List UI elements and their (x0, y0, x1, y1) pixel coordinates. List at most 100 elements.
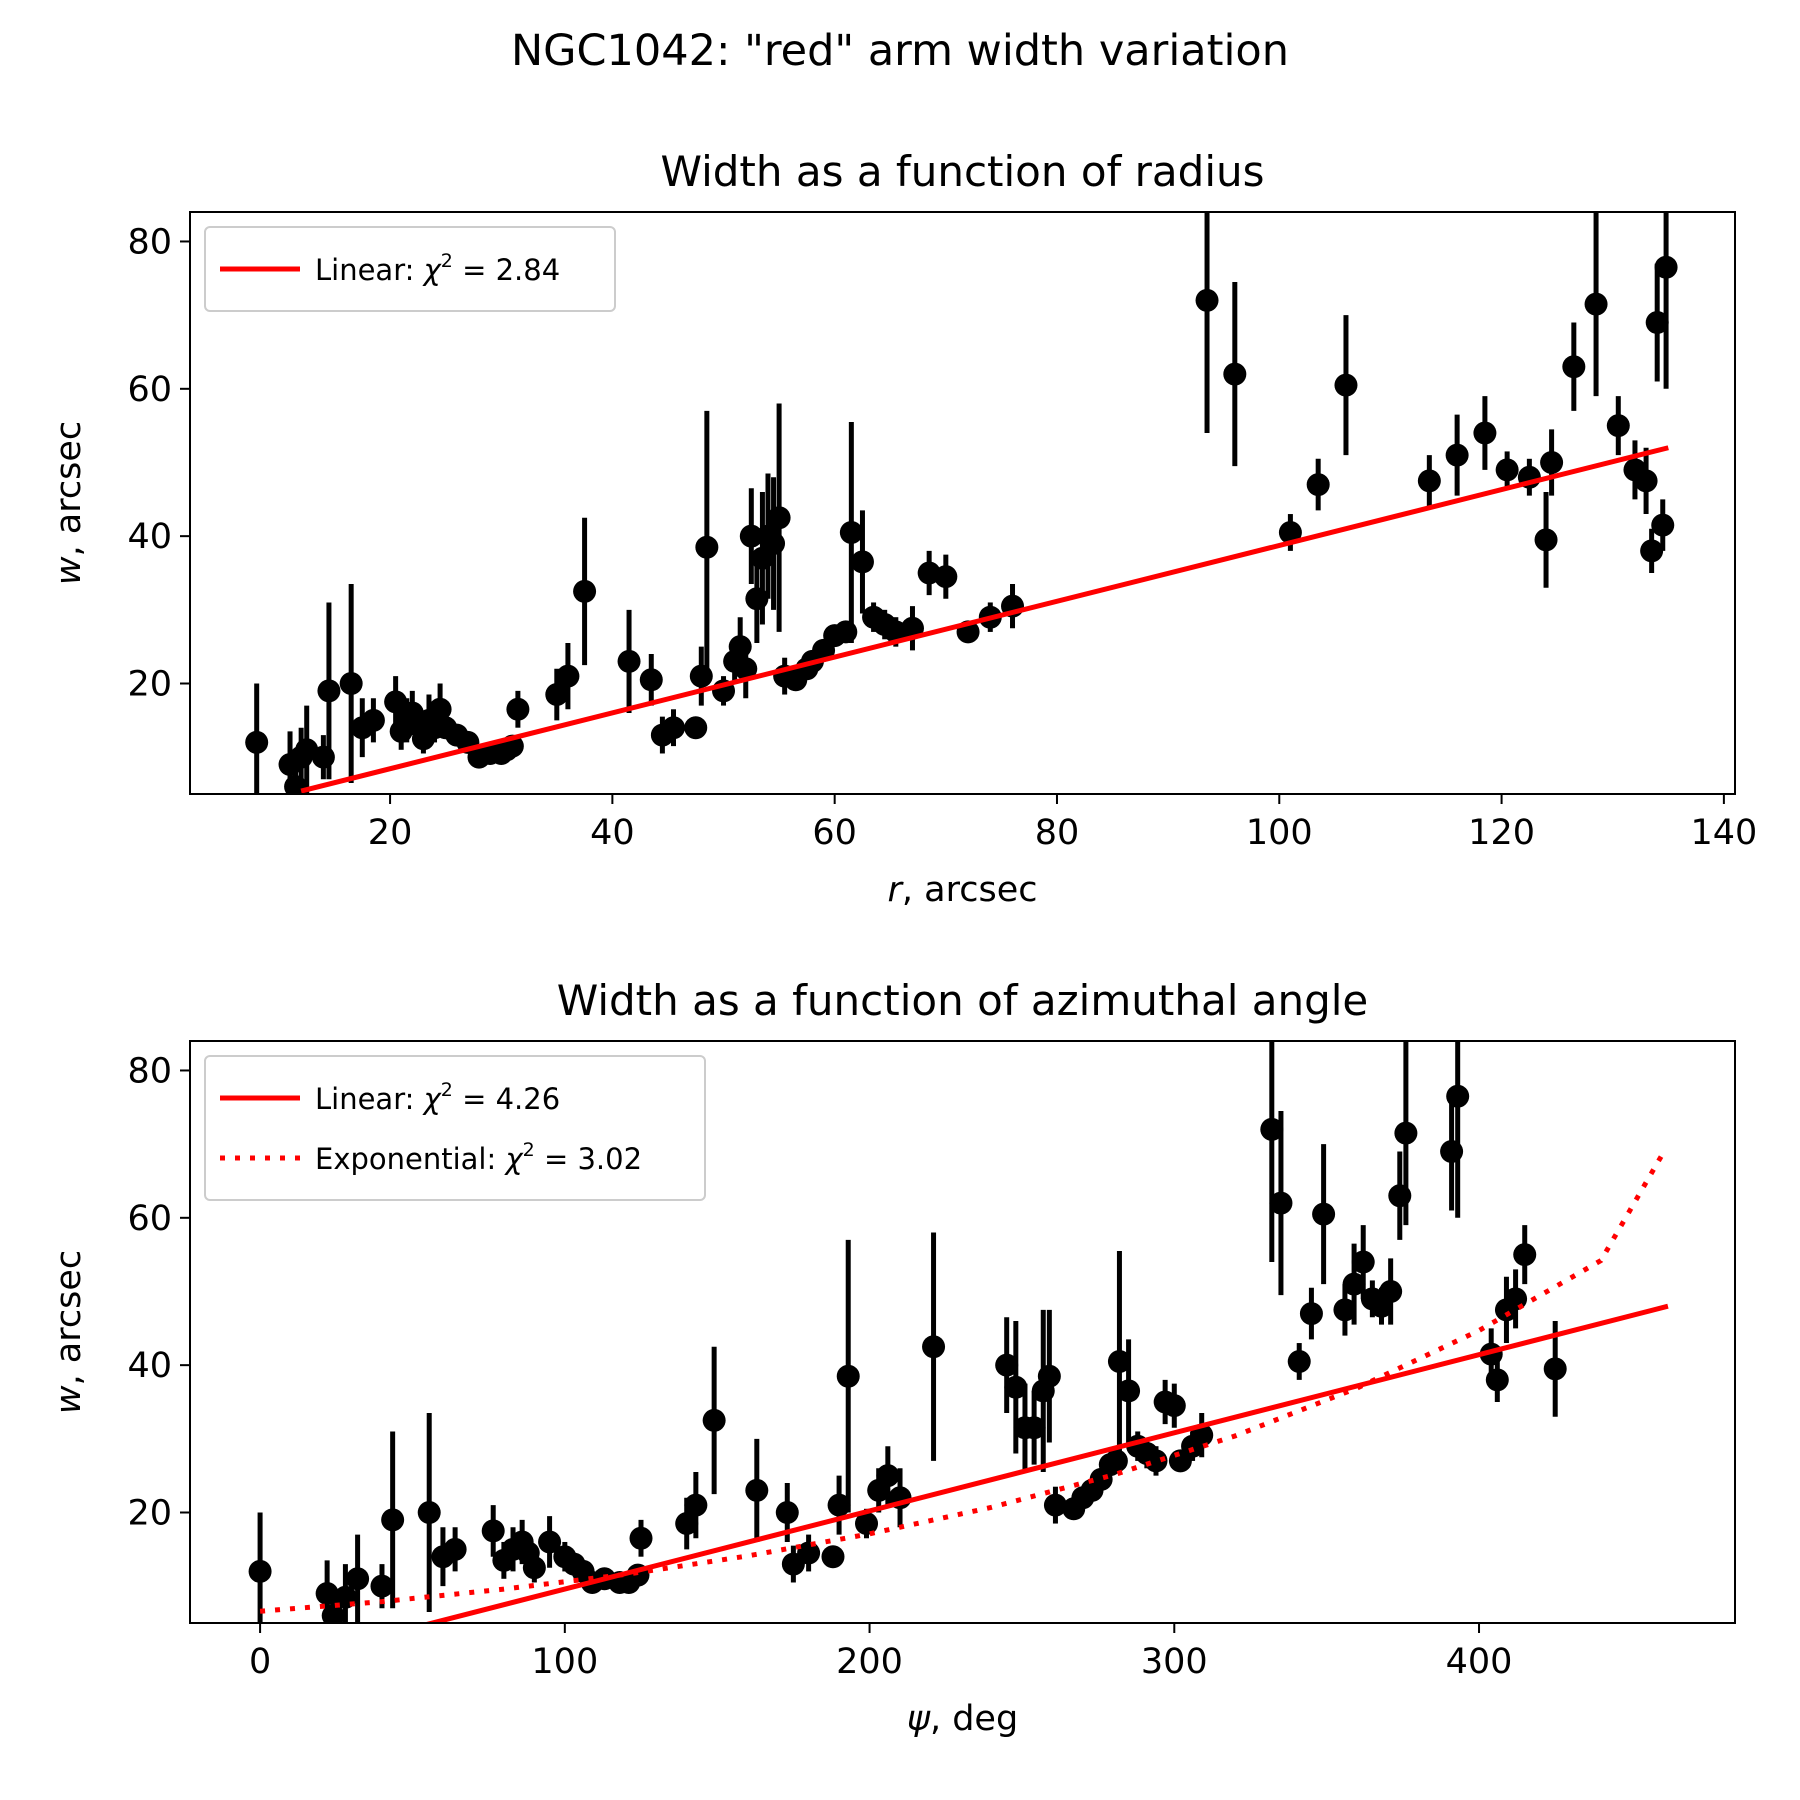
x-tick-label: 140 (1690, 813, 1757, 853)
data-point (1540, 450, 1564, 474)
chart-panel-1: Width as a function of radius 20 40 60 80 100… (49, 147, 1757, 910)
legend-label-superscript: 2 (523, 1139, 535, 1161)
data-point (339, 671, 363, 695)
data-point (1645, 311, 1669, 335)
x-tick-label: 60 (812, 813, 857, 853)
data-point (1379, 1279, 1403, 1303)
legend-label-variable: χ (422, 1082, 443, 1116)
data-point (775, 1500, 799, 1524)
x-axis-label-variable: ψ (907, 1699, 931, 1739)
legend-label-variable: χ (422, 253, 443, 287)
y-axis-label-variable: w (49, 556, 89, 585)
data-point (538, 1530, 562, 1554)
y-tick-label: 40 (127, 1346, 172, 1386)
data-point (1223, 362, 1247, 386)
legend: Linear: χ2 = 2.84 (204, 226, 616, 312)
x-tick-label: 0 (249, 1642, 271, 1682)
x-tick-label: 40 (590, 813, 635, 853)
x-tick-label: 120 (1468, 813, 1535, 853)
legend-label: Linear: χ2 = 2.84 (315, 250, 560, 287)
data-point (346, 1567, 370, 1591)
x-axis-label: ψ, deg (907, 1699, 1018, 1739)
data-point (1306, 473, 1330, 497)
data-point (1299, 1302, 1323, 1326)
legend-label-value: = 2.84 (453, 253, 560, 287)
axes-title: Width as a function of azimuthal angle (557, 976, 1369, 1025)
data-point (370, 1574, 394, 1598)
data-point (1162, 1394, 1186, 1418)
y-tick-label: 80 (127, 222, 172, 262)
x-tick-label: 400 (1446, 1642, 1513, 1682)
data-point (384, 690, 408, 714)
y-tick-label: 40 (127, 517, 172, 557)
linear-fit-line (300, 445, 1669, 794)
data-point (1445, 443, 1469, 467)
data-point (1334, 373, 1358, 397)
x-axis-label-unit: , arcsec (902, 870, 1038, 910)
data-point (850, 550, 874, 574)
data-point (1117, 1379, 1141, 1403)
data-point (1351, 1250, 1375, 1274)
plot-area (245, 212, 1678, 794)
axes-frame (189, 1040, 1736, 1624)
data-point (855, 1512, 879, 1536)
data-point (317, 679, 341, 703)
data-point (481, 1519, 505, 1543)
y-axis-label-variable: w (49, 1385, 89, 1414)
data-point (1534, 528, 1558, 552)
legend-box (204, 1055, 706, 1201)
data-point (1543, 1357, 1567, 1381)
legend-label-value: = 4.26 (453, 1082, 560, 1116)
data-point (684, 1493, 708, 1517)
data-point (1278, 520, 1302, 544)
data-point (1004, 1375, 1028, 1399)
x-tick-label: 80 (1035, 813, 1080, 853)
data-point (1473, 421, 1497, 445)
data-point (1022, 1416, 1046, 1440)
data-point (1269, 1191, 1293, 1215)
x-tick-label: 100 (531, 1642, 598, 1682)
linear-fit-line (422, 1303, 1669, 1623)
y-tick-label: 80 (127, 1051, 172, 1091)
x-tick-label: 20 (368, 813, 413, 853)
data-point (1562, 355, 1586, 379)
data-point (797, 1541, 821, 1565)
data-point (1195, 288, 1219, 312)
data-point (876, 1464, 900, 1488)
plot-area (248, 1041, 1669, 1623)
legend-label: Linear: χ2 = 4.26 (315, 1079, 560, 1116)
data-point (1037, 1364, 1061, 1388)
data-point (1513, 1243, 1537, 1267)
data-point (1107, 1349, 1131, 1373)
data-point (1312, 1202, 1336, 1226)
data-point (1654, 255, 1678, 279)
data-point (381, 1508, 405, 1532)
y-tick-label: 20 (127, 1493, 172, 1533)
y-axis-label-unit: , arcsec (49, 421, 89, 557)
axes-title: Width as a function of radius (660, 147, 1264, 196)
x-tick-label: 200 (836, 1642, 903, 1682)
data-point (522, 1556, 546, 1580)
legend-label-value: = 3.02 (535, 1142, 642, 1176)
data-point (1485, 1368, 1509, 1392)
data-point (684, 716, 708, 740)
data-point (1394, 1121, 1418, 1145)
data-point (443, 1537, 467, 1561)
exponential-fit-line (259, 1153, 1665, 1614)
data-point (995, 1353, 1019, 1377)
x-tick-label: 300 (1141, 1642, 1208, 1682)
data-point (321, 1604, 345, 1623)
y-tick-label: 60 (127, 370, 172, 410)
data-point (827, 1493, 851, 1517)
data-point (361, 708, 385, 732)
data-point (573, 579, 597, 603)
data-point (1634, 469, 1658, 493)
data-point (734, 657, 758, 681)
legend-label-superscript: 2 (441, 250, 453, 272)
data-point (245, 730, 269, 754)
data-point (1043, 1493, 1067, 1517)
y-axis-label: w, arcsec (49, 421, 89, 585)
data-point (1640, 539, 1664, 563)
data-point (1606, 414, 1630, 438)
